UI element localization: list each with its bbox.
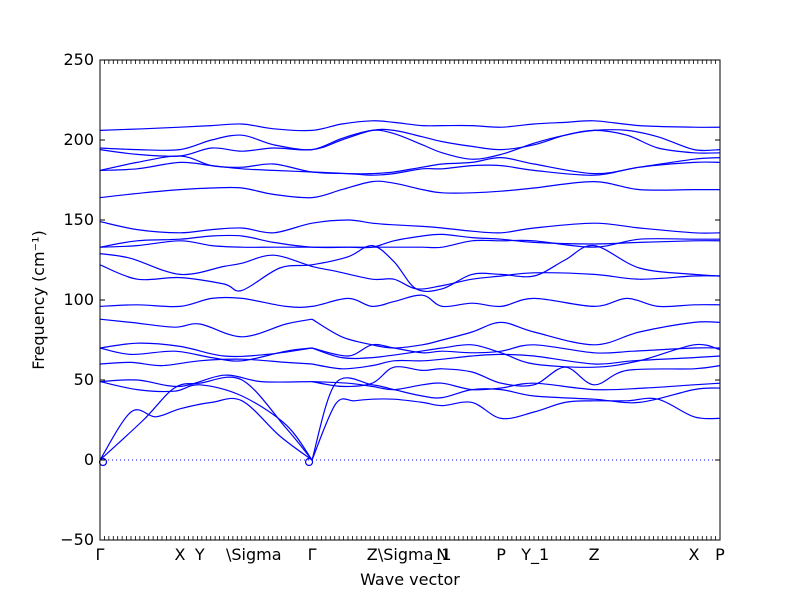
band-line-20 (99, 234, 720, 249)
band-line-4 (99, 381, 313, 461)
y-tick-label: 250 (63, 50, 94, 69)
plot-area (98, 59, 721, 541)
y-tick-label: −50 (60, 530, 94, 549)
x-tick-label: P (496, 545, 506, 564)
x-tick-label: Z (367, 545, 378, 564)
y-tick-label: 100 (63, 290, 94, 309)
x-tick-label: Γ (308, 545, 317, 564)
y-axis: −50 0 50 100 150 200 250 (60, 50, 720, 549)
x-tick-label: N (436, 545, 448, 564)
gamma-zero-marker (304, 457, 314, 467)
y-tick-label: 200 (63, 130, 94, 149)
band-line-8 (311, 365, 721, 388)
band-line-22 (99, 219, 721, 234)
band-line-19 (99, 244, 721, 293)
x-tick-label: Z (589, 545, 600, 564)
x-tick-label: \Sigma (226, 545, 282, 564)
band-line-9 (99, 358, 313, 367)
band-line-6 (311, 377, 721, 461)
band-line-14 (311, 343, 721, 368)
band-line-25 (99, 155, 721, 175)
band-line-15 (99, 318, 313, 338)
x-axis-label: Wave vector (360, 570, 460, 589)
x-tick-label: X (174, 545, 185, 564)
band-line-12 (311, 353, 721, 370)
x-tick-label: P (715, 545, 725, 564)
band-line-11 (99, 347, 313, 362)
band-line-5 (311, 397, 721, 461)
x-axis: Γ X Y \Sigma Γ Z \Sigma_1N P Y_1 Z X P (96, 60, 725, 565)
band-line-1 (99, 376, 313, 461)
axes-frame (99, 59, 721, 541)
band-line-27 (99, 128, 721, 152)
band-line-21 (99, 233, 721, 249)
band-line-17 (99, 294, 721, 308)
band-line-24 (99, 161, 721, 176)
band-line-3 (99, 374, 313, 388)
band-line-18 (99, 253, 721, 290)
band-line-7 (311, 381, 721, 391)
band-line-26 (99, 129, 721, 160)
x-tick-label: Γ (96, 545, 105, 564)
y-tick-label: 50 (74, 370, 94, 389)
band-line-28 (99, 120, 721, 132)
y-tick-label: 150 (63, 210, 94, 229)
band-line-2 (99, 397, 313, 461)
x-tick-label: Y_1 (520, 545, 549, 565)
band-line-16 (311, 318, 721, 349)
band-line-23 (99, 180, 720, 199)
x-tick-label: Y (194, 545, 205, 564)
x-tick-label: \Sigma_1 (378, 545, 452, 565)
y-tick-label: 0 (84, 450, 94, 469)
y-axis-label: Frequency (cm⁻¹) (29, 230, 48, 369)
x-tick-label: X (688, 545, 699, 564)
